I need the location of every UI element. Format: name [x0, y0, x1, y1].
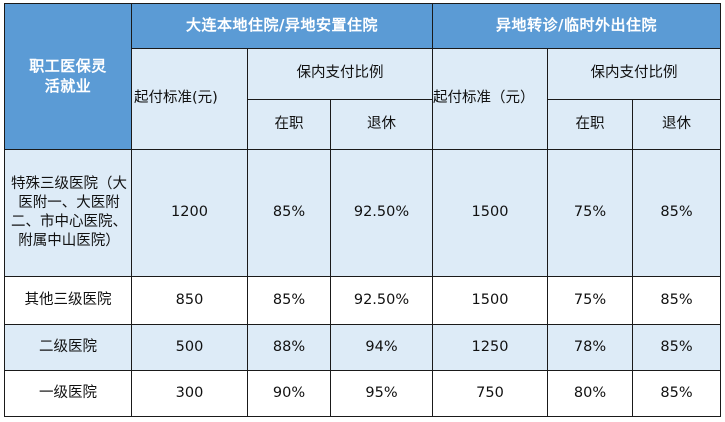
- remote-employed-cell: 75%: [547, 276, 633, 325]
- table-row: 二级医院 500 88% 94% 1250 78% 85%: [4, 324, 722, 371]
- table-row: 其他三级医院 850 85% 92.50% 1500 75% 85%: [4, 276, 722, 325]
- local-retired-cell: 95%: [330, 370, 433, 417]
- remote-employed-cell: 75%: [547, 149, 633, 277]
- remote-retired-cell: 85%: [631, 324, 722, 371]
- local-employed-cell: 85%: [247, 276, 331, 325]
- local-employed-cell: 85%: [247, 149, 331, 277]
- local-employed-cell: 88%: [247, 324, 331, 371]
- local-base-cell: 500: [131, 324, 248, 371]
- local-base-cell: 1200: [131, 149, 248, 277]
- insurance-table: 职工医保灵活就业 大连本地住院/异地安置住院 异地转诊/临时外出住院 起付标准(…: [4, 3, 722, 417]
- local-retired-cell: 92.50%: [330, 276, 433, 325]
- remote-base-cell: 1250: [432, 324, 548, 371]
- group-header-remote: 异地转诊/临时外出住院: [431, 3, 722, 49]
- remote-ratio-header: 保内支付比例: [546, 48, 722, 100]
- remote-employed-cell: 78%: [547, 324, 633, 371]
- table-row: 一级医院 300 90% 95% 750 80% 85%: [4, 370, 722, 417]
- local-employed-cell: 90%: [247, 370, 331, 417]
- remote-retired-header: 退休: [631, 99, 722, 150]
- hospital-cell: 一级医院: [4, 370, 132, 417]
- remote-retired-cell: 85%: [631, 276, 722, 325]
- remote-employed-header: 在职: [547, 99, 633, 150]
- remote-employed-cell: 80%: [547, 370, 633, 417]
- remote-base-header: 起付标准（元）: [432, 48, 548, 150]
- group-header-local: 大连本地住院/异地安置住院: [131, 3, 433, 49]
- local-retired-cell: 94%: [330, 324, 433, 371]
- local-base-label: 起付标准(元): [134, 90, 218, 107]
- local-employed-header: 在职: [247, 99, 331, 150]
- remote-base-cell: 1500: [432, 276, 548, 325]
- corner-label: 职工医保灵活就业: [29, 56, 107, 95]
- hospital-cell: 其他三级医院: [4, 276, 132, 325]
- remote-retired-cell: 85%: [631, 370, 722, 417]
- table-row: 特殊三级医院（大医附一、大医附二、市中心医院、 附属中山医院） 1200 85%…: [4, 149, 722, 277]
- remote-retired-cell: 85%: [631, 149, 722, 277]
- local-base-cell: 850: [131, 276, 248, 325]
- remote-base-cell: 750: [432, 370, 548, 417]
- hospital-cell: 二级医院: [4, 324, 132, 371]
- corner-header-cell: 职工医保灵活就业: [4, 3, 132, 150]
- local-retired-cell: 92.50%: [330, 149, 433, 277]
- remote-base-label: 起付标准（元）: [433, 90, 535, 107]
- hospital-cell: 特殊三级医院（大医附一、大医附二、市中心医院、 附属中山医院）: [4, 149, 132, 277]
- remote-base-cell: 1500: [432, 149, 548, 277]
- local-ratio-header: 保内支付比例: [247, 48, 433, 100]
- local-base-header: 起付标准(元): [131, 48, 248, 150]
- local-base-cell: 300: [131, 370, 248, 417]
- local-retired-header: 退休: [330, 99, 433, 150]
